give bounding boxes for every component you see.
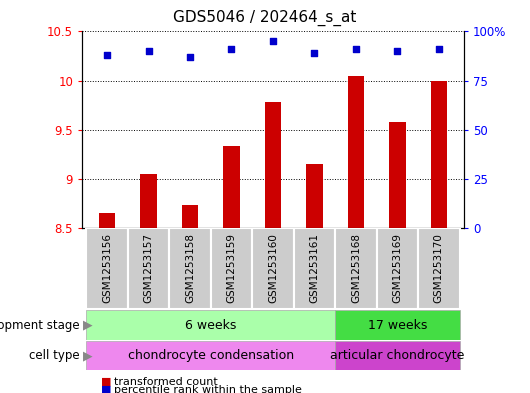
Text: ▶: ▶: [83, 349, 93, 362]
Point: [393, 48, 402, 54]
Bar: [335, 228, 377, 309]
Text: GSM1253160: GSM1253160: [268, 233, 278, 303]
Text: ■: ■: [101, 377, 111, 387]
Text: GSM1253159: GSM1253159: [226, 233, 236, 303]
Bar: [252, 228, 294, 309]
Bar: [86, 341, 335, 370]
Point: [227, 46, 236, 52]
Bar: [86, 228, 128, 309]
Text: GSM1253168: GSM1253168: [351, 233, 361, 303]
Point: [435, 46, 443, 52]
Bar: [389, 122, 405, 228]
Bar: [335, 341, 460, 370]
Text: ▶: ▶: [83, 319, 93, 332]
Bar: [182, 205, 198, 228]
Text: GSM1253157: GSM1253157: [144, 233, 154, 303]
Text: 17 weeks: 17 weeks: [368, 319, 427, 332]
Bar: [294, 228, 335, 309]
Bar: [430, 81, 447, 228]
Point: [144, 48, 153, 54]
Text: cell type: cell type: [29, 349, 80, 362]
Bar: [264, 102, 281, 228]
Bar: [169, 228, 211, 309]
Bar: [348, 75, 364, 228]
Point: [352, 46, 360, 52]
Bar: [211, 228, 252, 309]
Text: ■: ■: [101, 385, 111, 393]
Text: development stage: development stage: [0, 319, 80, 332]
Text: GSM1253158: GSM1253158: [185, 233, 195, 303]
Point: [103, 52, 111, 58]
Bar: [86, 310, 335, 340]
Text: chondrocyte condensation: chondrocyte condensation: [128, 349, 294, 362]
Point: [269, 38, 277, 44]
Bar: [223, 147, 240, 228]
Text: GSM1253170: GSM1253170: [434, 233, 444, 303]
Text: percentile rank within the sample: percentile rank within the sample: [114, 385, 302, 393]
Text: 6 weeks: 6 weeks: [185, 319, 236, 332]
Bar: [128, 228, 169, 309]
Text: articular chondrocyte: articular chondrocyte: [330, 349, 465, 362]
Bar: [335, 310, 460, 340]
Point: [310, 50, 319, 56]
Text: GDS5046 / 202464_s_at: GDS5046 / 202464_s_at: [173, 10, 357, 26]
Bar: [140, 174, 157, 228]
Bar: [418, 228, 460, 309]
Text: GSM1253156: GSM1253156: [102, 233, 112, 303]
Bar: [99, 213, 116, 228]
Text: GSM1253161: GSM1253161: [310, 233, 320, 303]
Bar: [377, 228, 418, 309]
Bar: [306, 164, 323, 228]
Point: [186, 54, 194, 60]
Text: transformed count: transformed count: [114, 377, 218, 387]
Text: GSM1253169: GSM1253169: [392, 233, 402, 303]
